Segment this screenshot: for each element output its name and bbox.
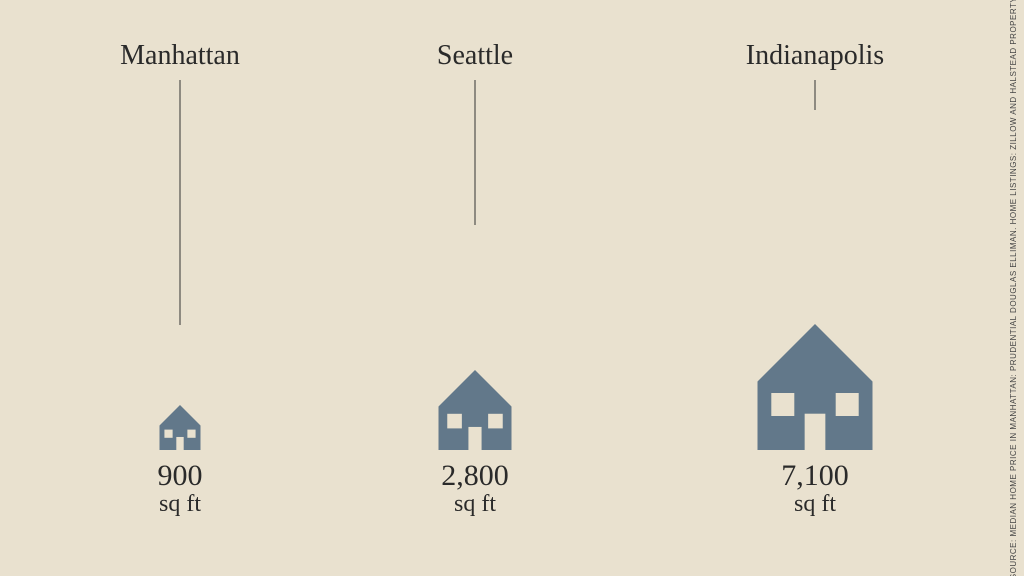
house-icon-indianapolis [758, 324, 873, 451]
house-graphic [439, 370, 512, 455]
leader-line [815, 80, 816, 110]
leader-line [475, 80, 476, 225]
sqft-value: 7,100 [715, 460, 915, 492]
sqft-unit: sq ft [715, 492, 915, 517]
sqft-block: 2,800sq ft [375, 460, 575, 517]
sqft-unit: sq ft [80, 492, 280, 517]
leader-line [180, 80, 181, 325]
city-name: Manhattan [30, 40, 330, 72]
city-name: Indianapolis [665, 40, 965, 72]
house-graphic [160, 405, 201, 455]
sqft-unit: sq ft [375, 492, 575, 517]
house-icon-seattle [439, 370, 512, 450]
sqft-value: 2,800 [375, 460, 575, 492]
source-attribution: SOURCE: MEDIAN HOME PRICE IN MANHATTAN: … [1009, 0, 1018, 576]
house-icon-manhattan [160, 405, 201, 450]
city-name: Seattle [325, 40, 625, 72]
sqft-block: 7,100sq ft [715, 460, 915, 517]
sqft-value: 900 [80, 460, 280, 492]
sqft-block: 900sq ft [80, 460, 280, 517]
house-graphic [758, 324, 873, 456]
